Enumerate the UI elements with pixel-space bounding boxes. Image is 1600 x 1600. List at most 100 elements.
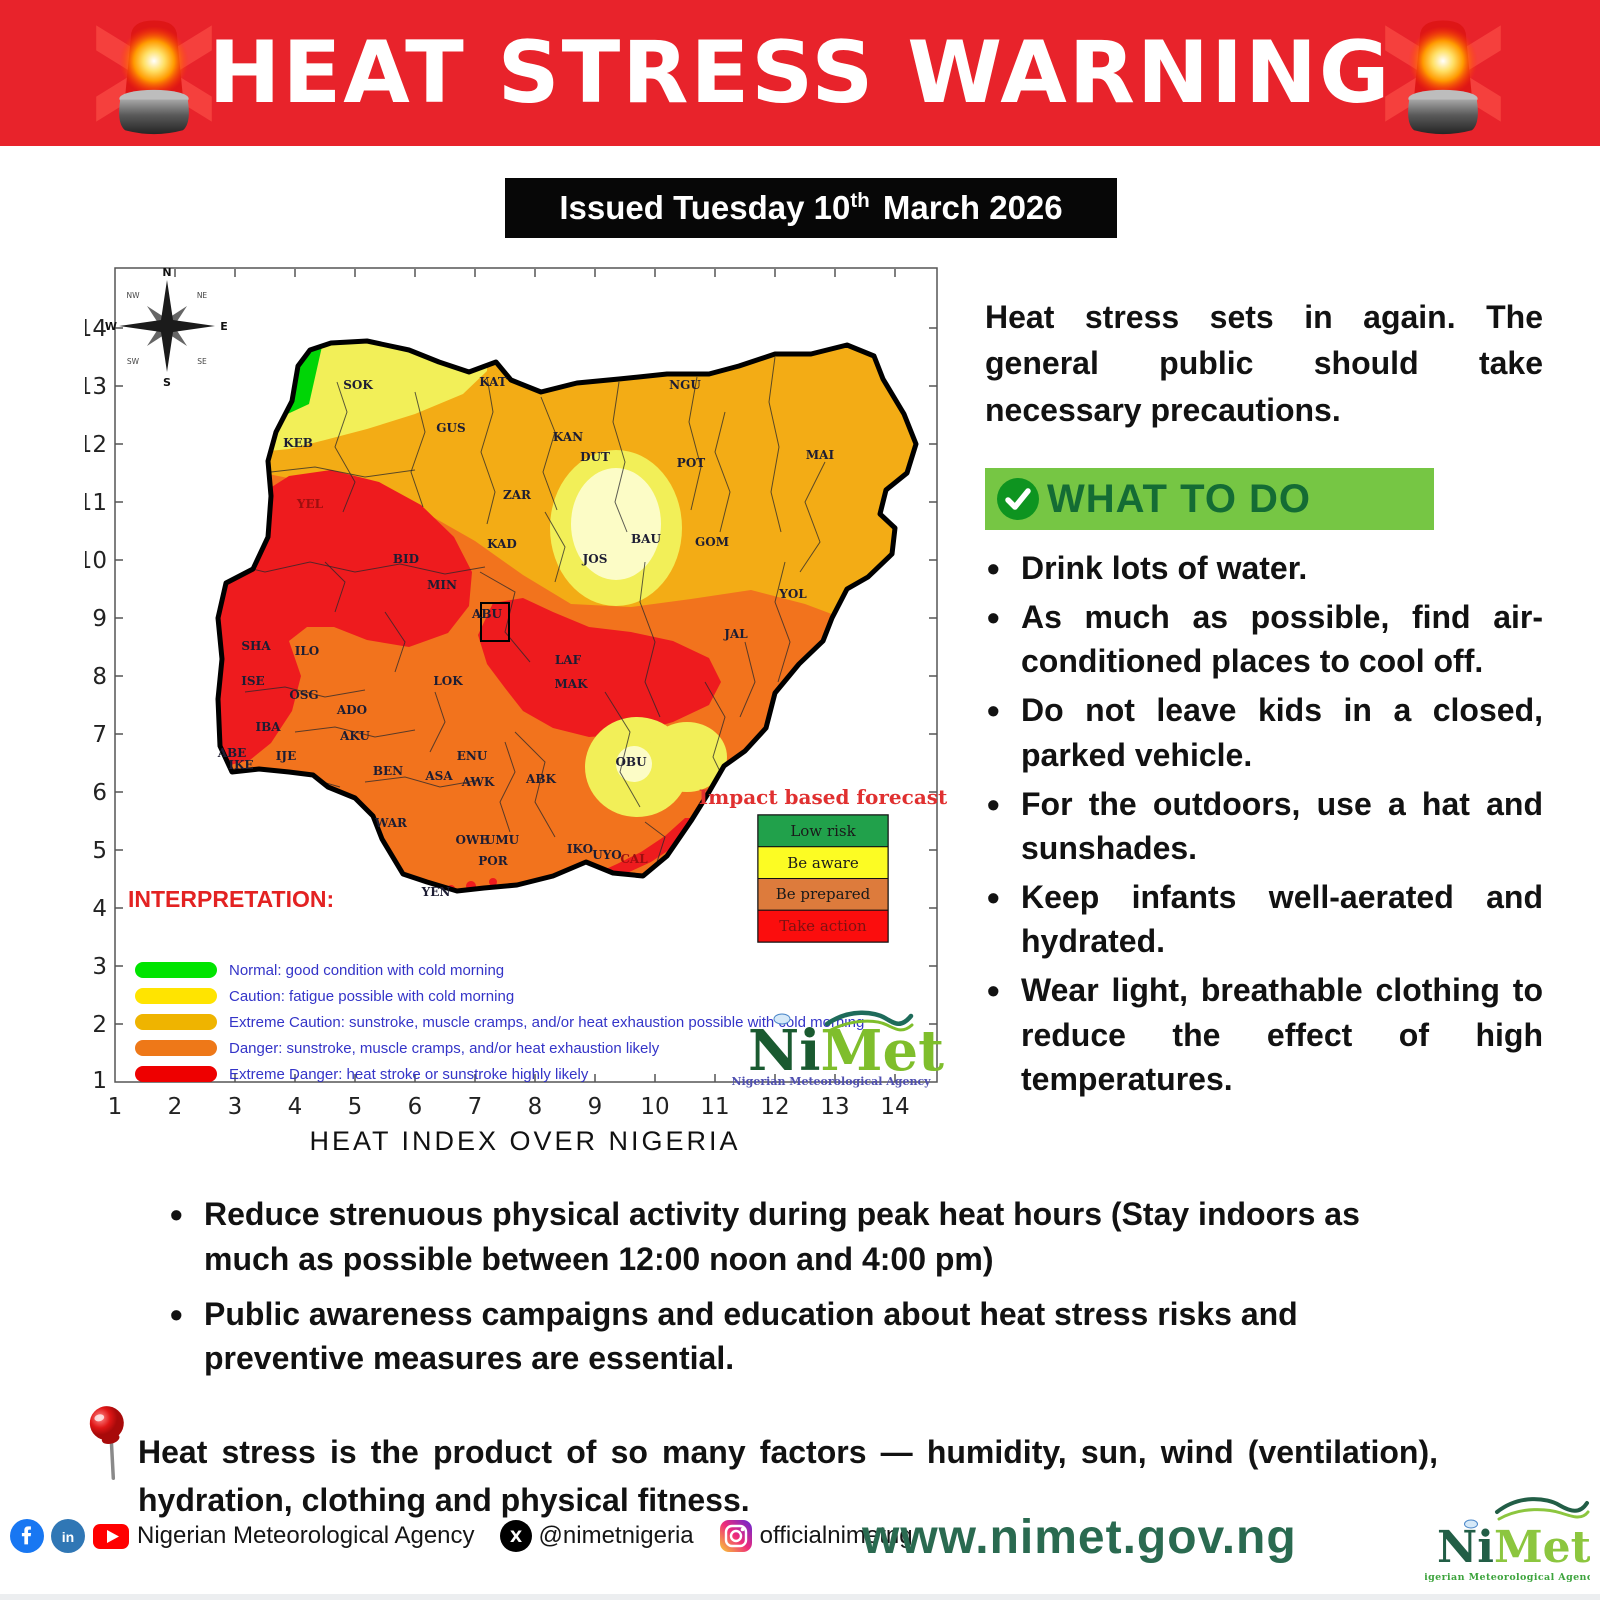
svg-text:Low risk: Low risk: [790, 822, 856, 840]
list-item: As much as possible, find air-conditione…: [985, 593, 1543, 683]
siren-icon: [1385, 20, 1501, 135]
facebook-icon: [10, 1519, 44, 1553]
svg-text:OSG: OSG: [289, 688, 318, 702]
svg-text:ENU: ENU: [457, 749, 488, 763]
svg-text:KEB: KEB: [283, 436, 313, 450]
list-item: Wear light, breathable clothing to reduc…: [985, 966, 1543, 1100]
instagram-icon: [719, 1520, 752, 1552]
svg-text:5: 5: [348, 1094, 363, 1120]
svg-text:POT: POT: [677, 456, 705, 470]
svg-text:MAI: MAI: [806, 448, 835, 462]
nimet-logo: NiMet Nigerian Meteorological Agency: [731, 1010, 944, 1088]
svg-text:JOS: JOS: [582, 552, 608, 566]
linkedin-icon: in: [51, 1519, 85, 1553]
svg-text:DUT: DUT: [580, 450, 610, 464]
svg-text:Nigerian Meteorological Agency: Nigerian Meteorological Agency: [731, 1075, 931, 1088]
impact-legend: Impact based forecast Low risk Be aware …: [699, 785, 948, 943]
svg-text:JAL: JAL: [723, 627, 748, 641]
issue-date-bar: Issued Tuesday 10th March 2026: [505, 178, 1117, 238]
issue-date-text: Issued Tuesday 10th March 2026: [559, 189, 1063, 226]
svg-text:1: 1: [92, 1068, 107, 1094]
svg-text:7: 7: [468, 1094, 483, 1120]
svg-text:ILO: ILO: [295, 644, 320, 658]
svg-text:ABU: ABU: [471, 607, 502, 621]
svg-text:Caution: fatigue possible wit: Caution: fatigue possible with cold morn…: [229, 988, 514, 1005]
svg-text:LOK: LOK: [433, 674, 463, 688]
note-paragraph: Heat stress is the product of so many fa…: [138, 1434, 1438, 1518]
bottom-divider: [0, 1594, 1600, 1600]
nimet-logo-text: NiMet: [748, 1018, 944, 1084]
svg-text:BAU: BAU: [631, 532, 661, 546]
svg-text:9: 9: [92, 606, 107, 632]
svg-text:Take action: Take action: [779, 917, 867, 935]
svg-text:W: W: [105, 320, 117, 333]
svg-text:in: in: [62, 1529, 74, 1545]
svg-text:2: 2: [92, 1012, 107, 1038]
y-axis-labels: 14 13 12 11 10 9 8 7 6 5 4 3 2 1: [78, 316, 107, 1094]
svg-text:SE: SE: [197, 357, 207, 366]
svg-text:KAN: KAN: [553, 430, 583, 444]
nimet-footer-logo: NiMet Nigerian Meteorological Agency: [1425, 1497, 1590, 1583]
svg-text:YEL: YEL: [296, 497, 324, 511]
svg-text:2: 2: [168, 1094, 183, 1120]
svg-text:3: 3: [228, 1094, 243, 1120]
svg-text:CAL: CAL: [620, 852, 648, 866]
svg-text:WAR: WAR: [374, 816, 408, 830]
fct-boundary-box: [480, 602, 510, 642]
svg-text:4: 4: [288, 1094, 303, 1120]
svg-text:9: 9: [588, 1094, 603, 1120]
what-to-do-title: WHAT TO DO: [1047, 476, 1312, 521]
svg-text:8: 8: [92, 664, 107, 690]
axis-ticks: [115, 269, 937, 1082]
intro-paragraph: Heat stress sets in again. The general p…: [985, 299, 1543, 428]
svg-text:NW: NW: [126, 291, 140, 300]
nimet-footer-logo-text: NiMet: [1437, 1522, 1590, 1573]
list-item: Public awareness campaigns and education…: [170, 1290, 1440, 1382]
svg-text:IKE: IKE: [228, 758, 253, 772]
svg-text:Normal: good condition with co: Normal: good condition with cold morning: [229, 962, 504, 979]
svg-text:6: 6: [92, 780, 107, 806]
svg-text:SHA: SHA: [241, 639, 271, 653]
svg-text:11: 11: [700, 1094, 729, 1120]
advice-list: Drink lots of water. As much as possible…: [985, 544, 1543, 1106]
svg-text:ADO: ADO: [336, 703, 367, 717]
svg-text:ZAR: ZAR: [503, 488, 532, 502]
svg-text:GUS: GUS: [436, 421, 465, 435]
siren-icon: [96, 20, 212, 135]
state-boundaries: [222, 356, 826, 863]
map-caption: HEAT INDEX OVER NIGERIA: [309, 1126, 740, 1156]
svg-text:NGU: NGU: [669, 378, 701, 392]
svg-text:E: E: [220, 320, 228, 333]
svg-text:SW: SW: [127, 357, 140, 366]
list-item: Drink lots of water.: [985, 544, 1543, 594]
svg-text:14: 14: [880, 1094, 909, 1120]
svg-text:3: 3: [92, 954, 107, 980]
svg-text:Be aware: Be aware: [787, 854, 859, 872]
list-item: Reduce strenuous physical activity durin…: [170, 1190, 1440, 1282]
svg-text:12: 12: [760, 1094, 789, 1120]
svg-text:IJE: IJE: [276, 749, 296, 763]
svg-text:IBA: IBA: [255, 720, 281, 734]
svg-text:AWK: AWK: [461, 775, 495, 789]
svg-text:Be prepared: Be prepared: [776, 885, 871, 903]
svg-text:KAD: KAD: [487, 537, 517, 551]
x-axis-labels: 1 2 3 4 5 6 7 8 9 10 11 12 13 14: [108, 1094, 910, 1120]
svg-text:SOK: SOK: [343, 378, 373, 392]
state-labels: SOK KAT NGU GUS KAN DUT POT MAI KEB ZAR …: [217, 375, 835, 899]
youtube-icon: [93, 1524, 129, 1549]
svg-text:ABK: ABK: [525, 772, 556, 786]
svg-text:UYO: UYO: [592, 848, 621, 862]
pushpin-icon: [89, 1406, 124, 1480]
svg-text:ASA: ASA: [424, 769, 453, 783]
svg-text:8: 8: [528, 1094, 543, 1120]
svg-text:4: 4: [92, 896, 107, 922]
svg-text:6: 6: [408, 1094, 423, 1120]
svg-text:KAT: KAT: [479, 375, 507, 389]
svg-text:NE: NE: [197, 291, 208, 300]
svg-text:AKU: AKU: [339, 729, 370, 743]
website-url: www.nimet.gov.ng: [862, 1511, 1297, 1564]
footer-social-row: in Nigerian Meteorological Agency X @nim…: [10, 1516, 931, 1556]
svg-text:14: 14: [85, 316, 107, 342]
interpretation-legend: INTERPRETATION: Normal: good condition w…: [128, 886, 864, 1083]
